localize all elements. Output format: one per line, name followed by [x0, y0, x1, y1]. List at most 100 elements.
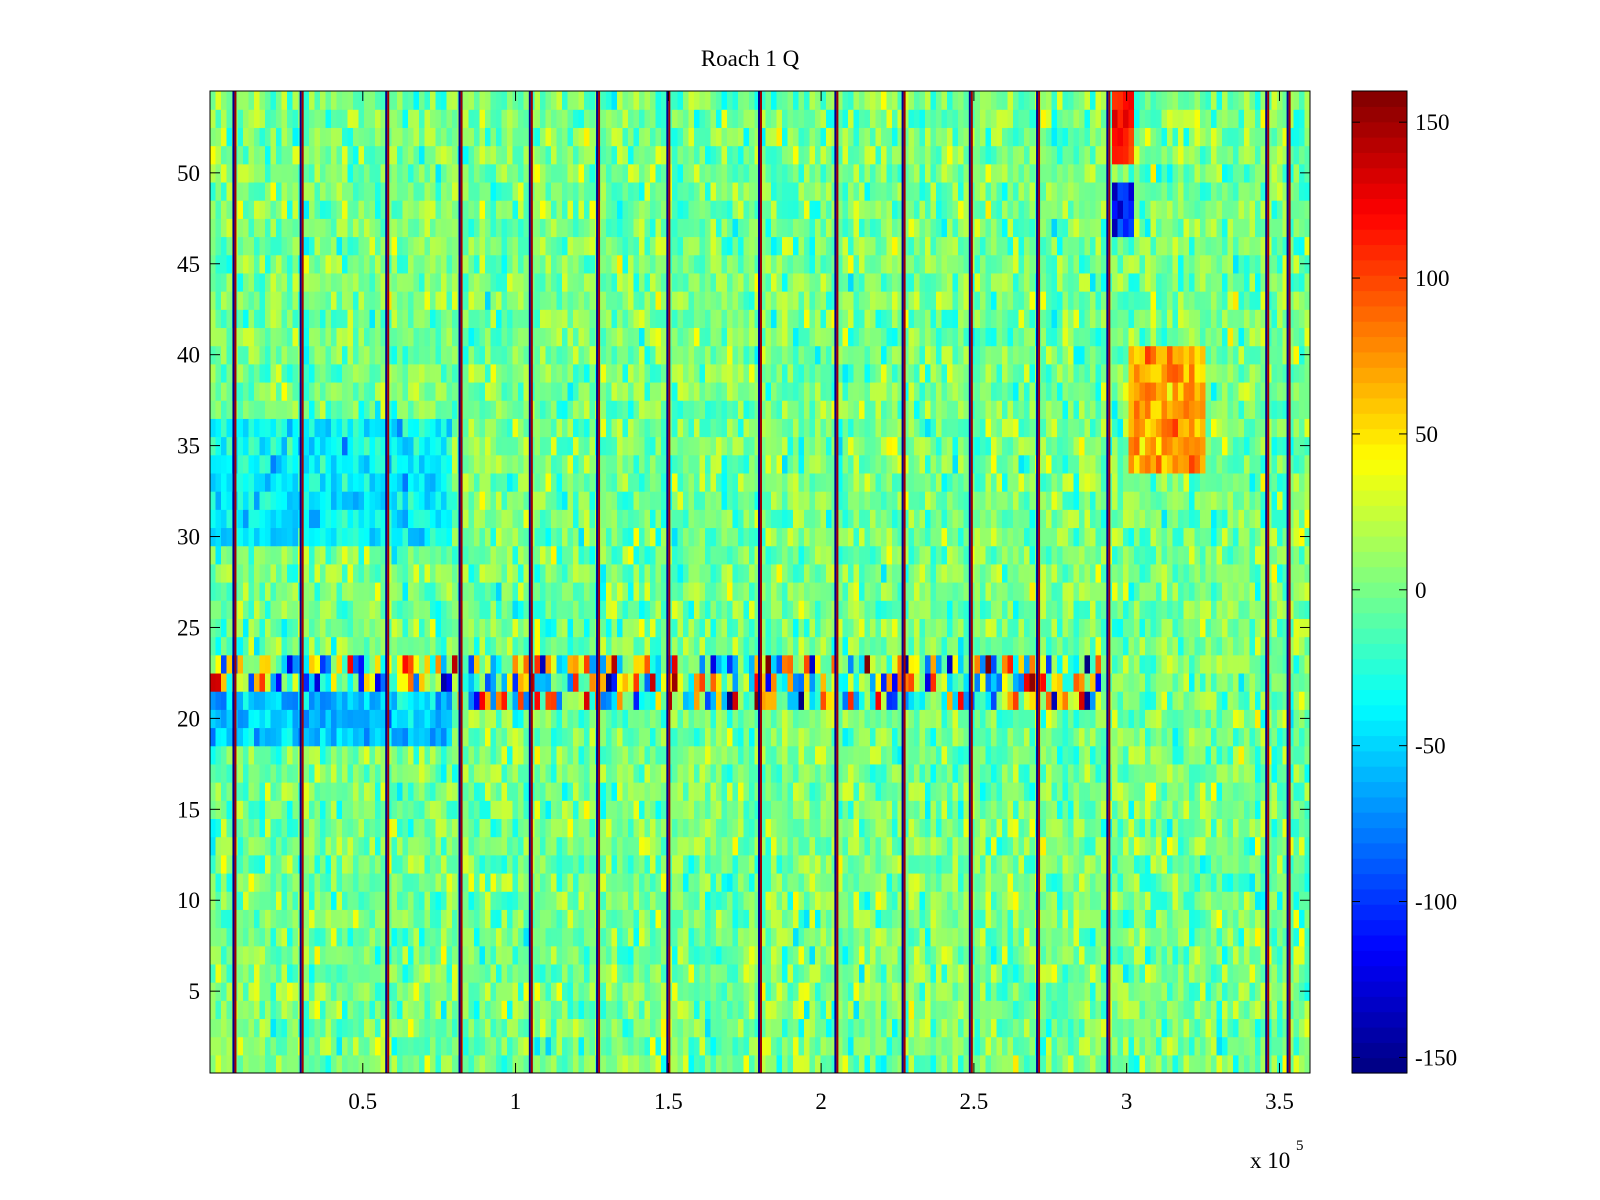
heatmap-cell: [683, 982, 690, 1001]
heatmap-cell: [864, 691, 871, 710]
heatmap-cell: [1128, 691, 1135, 710]
heatmap-cell: [589, 1018, 596, 1038]
heatmap-cell: [419, 618, 426, 638]
heatmap-cell: [1079, 1000, 1086, 1020]
heatmap-cell: [336, 782, 343, 801]
heatmap-cell: [1172, 691, 1179, 710]
heatmap-cell: [446, 854, 453, 874]
heatmap-cell: [1128, 872, 1135, 892]
heatmap-cell: [760, 963, 767, 983]
heatmap-cell: [639, 1054, 646, 1073]
heatmap-cell: [1139, 854, 1146, 874]
heatmap-cell: [925, 654, 932, 674]
heatmap-cell: [622, 618, 629, 638]
heatmap-cell: [974, 800, 981, 820]
heatmap-cell: [1128, 836, 1135, 856]
heatmap-cell: [804, 854, 811, 874]
heatmap-cell: [556, 1054, 563, 1073]
heatmap-cell: [754, 854, 761, 874]
heatmap-cell: [985, 727, 992, 747]
heatmap-cell: [727, 800, 734, 820]
heatmap-cell: [1101, 818, 1108, 838]
heatmap-cell: [452, 672, 459, 692]
heatmap-cell: [1161, 672, 1168, 692]
heatmap-cell: [1277, 1018, 1284, 1038]
heatmap-cell: [738, 654, 745, 674]
heatmap-cell: [963, 1018, 970, 1038]
heatmap-cell: [556, 872, 563, 892]
heatmap-cell: [336, 745, 343, 765]
heatmap-cell: [771, 927, 778, 947]
heatmap-cell: [952, 800, 959, 820]
heatmap-cell: [600, 872, 607, 892]
heatmap-cell: [727, 691, 734, 710]
heatmap-cell: [1150, 636, 1157, 656]
heatmap-cell: [782, 618, 789, 638]
heatmap-cell: [1057, 891, 1064, 910]
heatmap-cell: [248, 891, 255, 910]
heatmap-cell: [826, 636, 833, 656]
heatmap-cell: [523, 1054, 530, 1073]
heatmap-cell: [540, 963, 547, 983]
heatmap-cell: [930, 709, 937, 729]
heatmap-cell: [633, 745, 640, 765]
heatmap-cell: [474, 945, 481, 965]
heatmap-cell: [743, 727, 750, 747]
heatmap-cell: [446, 800, 453, 820]
heatmap-cell: [1029, 909, 1036, 929]
heatmap-cell: [446, 1054, 453, 1073]
heatmap-cell: [589, 927, 596, 947]
heatmap-cell: [254, 982, 261, 1001]
heatmap-cell: [688, 854, 695, 874]
heatmap-cell: [325, 636, 332, 656]
heatmap-cell: [1260, 891, 1267, 910]
heatmap-cell: [468, 1054, 475, 1073]
heatmap-cell: [496, 909, 503, 929]
heatmap-cell: [963, 982, 970, 1001]
heatmap-cell: [1293, 782, 1300, 801]
heatmap-cell: [941, 709, 948, 729]
heatmap-cell: [991, 709, 998, 729]
heatmap-cell: [1018, 854, 1025, 874]
heatmap-cell: [1145, 763, 1152, 783]
heatmap-cell: [1145, 654, 1152, 674]
heatmap-cell: [1112, 963, 1119, 983]
heatmap-cell: [1068, 691, 1075, 710]
heatmap-cell: [518, 618, 525, 638]
heatmap-cell: [776, 909, 783, 929]
heatmap-cell: [1156, 618, 1163, 638]
heatmap-cell: [391, 745, 398, 765]
heatmap-cell: [661, 945, 668, 965]
heatmap-cell: [1288, 800, 1295, 820]
heatmap-cell: [1073, 872, 1080, 892]
heatmap-cell: [1238, 763, 1245, 783]
heatmap-cell: [468, 836, 475, 856]
heatmap-cell: [875, 782, 882, 801]
heatmap-cell: [1222, 1054, 1229, 1073]
heatmap-cell: [974, 618, 981, 638]
heatmap-cell: [622, 836, 629, 856]
heatmap-cell: [919, 1054, 926, 1073]
heatmap-cell: [342, 636, 349, 656]
heatmap-cell: [1271, 891, 1278, 910]
heatmap-cell: [540, 818, 547, 838]
heatmap-cell: [1128, 927, 1135, 947]
heatmap-cell: [826, 745, 833, 765]
heatmap-cell: [496, 800, 503, 820]
heatmap-cell: [628, 818, 635, 838]
heatmap-cell: [1277, 963, 1284, 983]
heatmap-cell: [1139, 782, 1146, 801]
heatmap-cell: [512, 636, 519, 656]
heatmap-cell: [408, 891, 415, 910]
heatmap-cell: [1079, 636, 1086, 656]
heatmap-cell: [787, 963, 794, 983]
heatmap-cell: [1227, 1018, 1234, 1038]
heatmap-cell: [1205, 1000, 1212, 1020]
heatmap-cell: [611, 782, 618, 801]
heatmap-cell: [914, 745, 921, 765]
heatmap-cell: [518, 927, 525, 947]
heatmap-cell: [919, 1036, 926, 1056]
heatmap-cell: [721, 945, 728, 965]
heatmap-cell: [1095, 836, 1102, 856]
heatmap-cell: [265, 691, 272, 710]
